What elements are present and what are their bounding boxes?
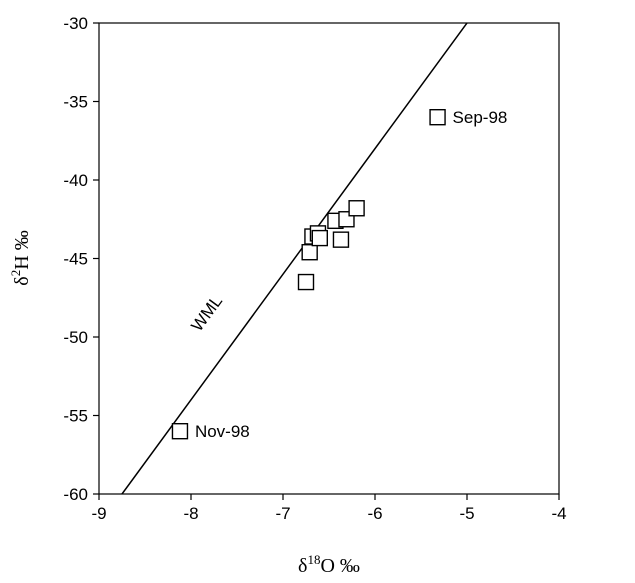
annotations: WML Sep-98 Nov-98 (187, 108, 507, 441)
data-point (429, 108, 446, 126)
x-axis-title-base: δ (298, 555, 307, 577)
y-tick-label: -55 (63, 407, 88, 426)
x-tick-label: -5 (459, 504, 474, 523)
x-tick-label: -9 (91, 504, 106, 523)
y-axis-title-base: δ (11, 276, 33, 285)
y-axis-title-rest: H ‰ (11, 230, 33, 269)
data-point (348, 200, 365, 217)
y-tick-label: -35 (63, 93, 88, 112)
y-axis-title: δ2H ‰ (8, 230, 33, 285)
x-axis-title: δ18O ‰ (298, 552, 360, 577)
x-axis-ticks: -9 -8 -7 -6 -5 -4 (91, 494, 567, 523)
y-tick-label: -30 (63, 14, 88, 33)
y-axis-ticks: -60 -55 -50 -45 -40 -35 -30 (63, 14, 99, 504)
y-tick-label: -40 (63, 171, 88, 190)
data-point (171, 423, 189, 440)
data-point (297, 273, 315, 291)
plot-frame (98, 22, 560, 495)
x-tick-label: -8 (183, 504, 198, 523)
y-tick-label: -45 (63, 250, 88, 269)
x-tick-label: -4 (551, 504, 566, 523)
data-point (332, 231, 350, 248)
y-axis-title-superscript: 2 (8, 270, 23, 277)
data-points (171, 108, 446, 440)
point-annotation: Sep-98 (453, 108, 508, 127)
y-tick-label: -50 (63, 328, 88, 347)
x-axis-title-superscript: 18 (307, 552, 320, 567)
data-point (311, 229, 328, 247)
x-tick-label: -7 (275, 504, 290, 523)
x-axis-title-rest: O ‰ (320, 555, 359, 577)
y-tick-label: -60 (63, 485, 88, 504)
point-annotation: Nov-98 (195, 422, 250, 441)
meteoric-water-line-layer (121, 23, 468, 494)
data-point (301, 244, 318, 261)
x-tick-label: -6 (367, 504, 382, 523)
wml-label: WML (187, 292, 226, 335)
wml-line (121, 23, 468, 494)
